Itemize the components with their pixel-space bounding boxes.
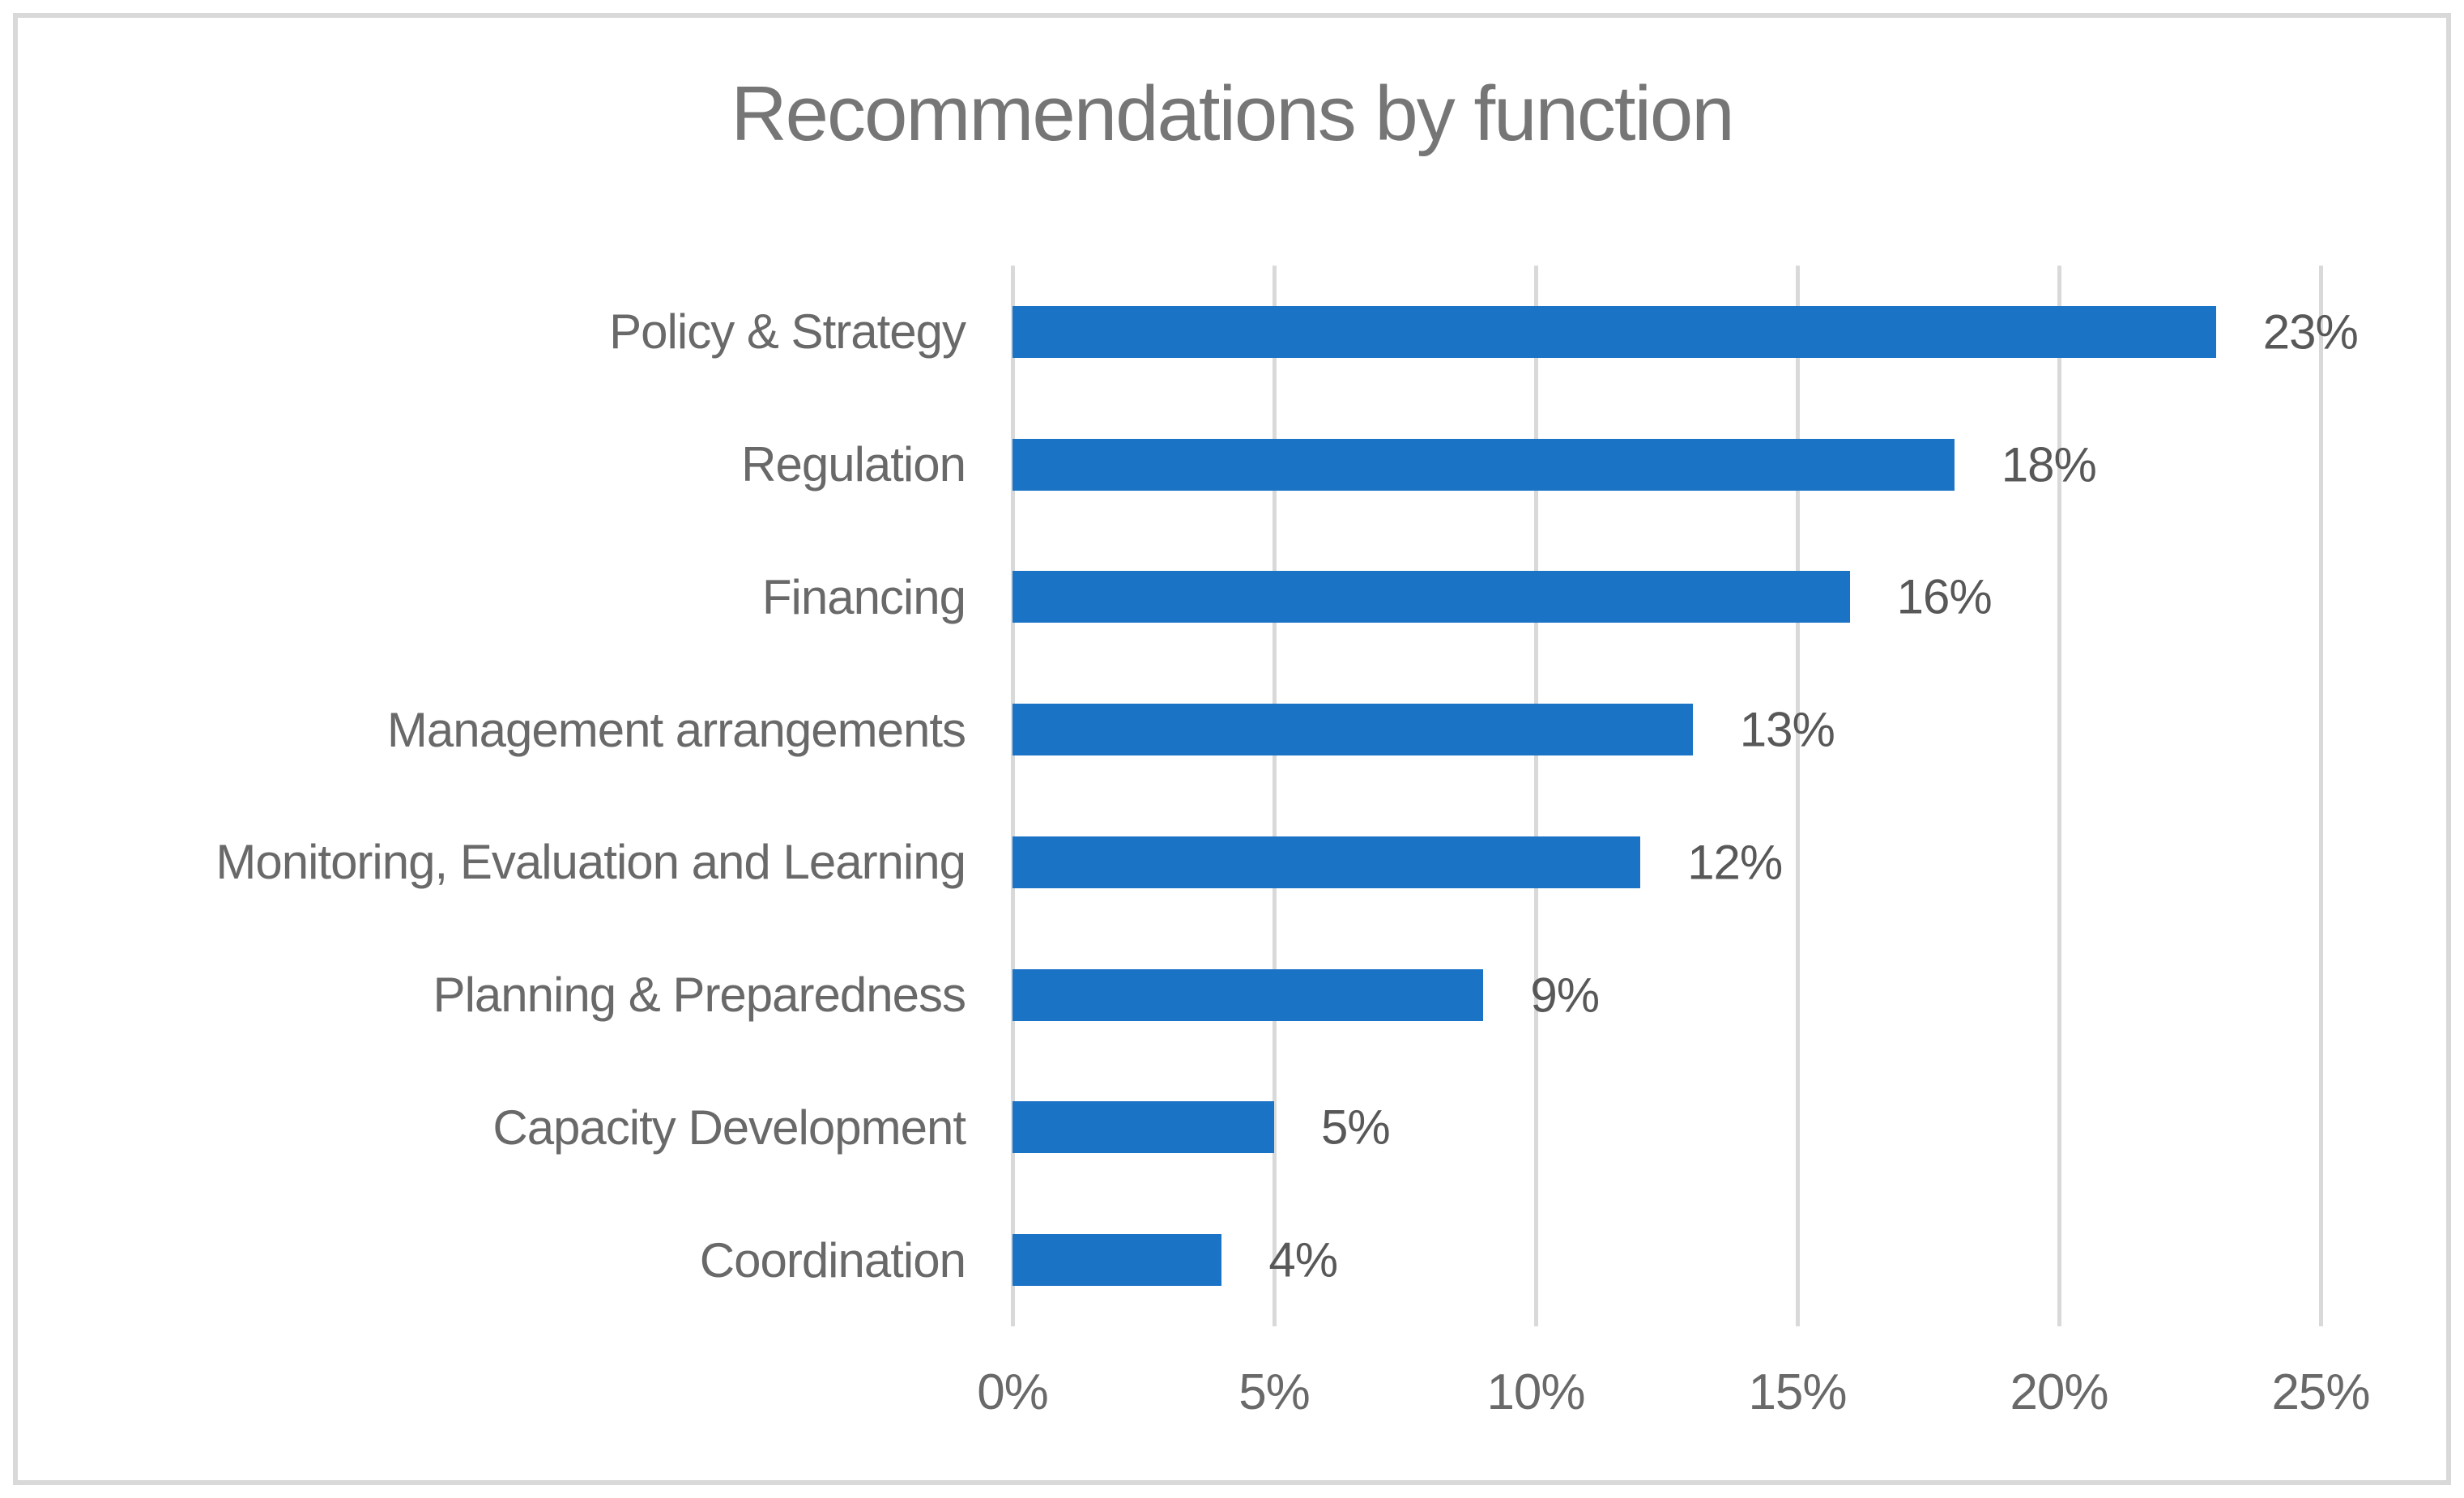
x-tick-label: 15% [1748,1364,1847,1420]
bar-row: Planning & Preparedness 9% [18,929,2446,1062]
gridline [1796,266,1800,1326]
gridline [2319,266,2323,1326]
bar [1012,1234,1222,1287]
gridline [1272,266,1277,1326]
bar-track: 9% [1012,929,2321,1062]
category-label: Planning & Preparedness [433,968,966,1023]
bar-row: Coordination 4% [18,1194,2446,1326]
gridline [1534,266,1538,1326]
category-label: Capacity Development [492,1100,966,1155]
bar-track: 12% [1012,796,2321,929]
bar [1012,438,1955,491]
bar-row: Management arrangements 13% [18,663,2446,796]
x-tick-label: 5% [1238,1364,1311,1420]
bar-row: Capacity Development 5% [18,1062,2446,1194]
value-label: 5% [1321,1100,1391,1155]
bar-row: Policy & Strategy 23% [18,266,2446,398]
bar-row: Financing 16% [18,531,2446,664]
bar [1012,571,1850,623]
bar-track: 18% [1012,398,2321,531]
bar-row: Regulation 18% [18,398,2446,531]
value-label: 16% [1896,569,1993,624]
category-label: Management arrangements [386,702,966,757]
gridline [1011,266,1015,1326]
value-label: 9% [1530,968,1600,1023]
bar-row: Monitoring, Evaluation and Learning 12% [18,796,2446,929]
category-label: Regulation [741,437,966,492]
bar-track: 5% [1012,1062,2321,1194]
category-label: Financing [761,569,966,624]
bar [1012,1101,1274,1154]
x-axis: 0% 5% 10% 15% 20% 25% [977,1364,2370,1436]
value-label: 12% [1687,835,1783,890]
category-label: Monitoring, Evaluation and Learning [215,835,966,890]
bar [1012,305,2216,358]
x-tick-label: 10% [1486,1364,1585,1420]
value-label: 18% [2001,437,2097,492]
category-label: Policy & Strategy [609,304,966,360]
value-label: 23% [2262,304,2359,360]
bar-track: 23% [1012,266,2359,398]
category-label: Coordination [699,1232,966,1287]
x-tick-label: 20% [2010,1364,2108,1420]
bar-track: 13% [1012,663,2321,796]
x-tick-label: 25% [2271,1364,2370,1420]
bar [1012,968,1484,1021]
bar [1012,704,1693,756]
chart-title: Recommendations by function [731,70,1734,157]
bar-rows: Policy & Strategy 23% Regulation 18% Fin… [18,266,2446,1326]
bar [1012,836,1641,888]
bar-track: 16% [1012,531,2321,664]
value-label: 4% [1268,1232,1338,1287]
x-tick-label: 0% [977,1364,1049,1420]
bar-track: 4% [1012,1194,2321,1326]
chart-frame: Recommendations by function Policy & Str… [13,13,2451,1485]
value-label: 13% [1739,702,1835,757]
plot-area [1011,266,2323,1326]
gridline [2057,266,2061,1326]
